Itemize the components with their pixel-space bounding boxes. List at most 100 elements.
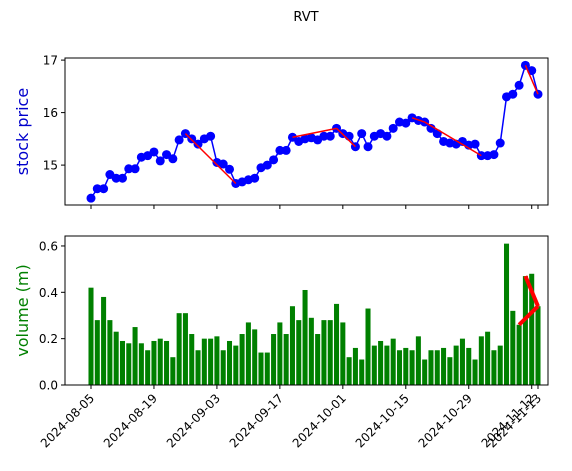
volume-bar — [220, 350, 226, 385]
volume-bar — [340, 322, 346, 385]
price-marker — [117, 173, 127, 183]
price-marker — [508, 89, 518, 99]
volume-bar — [535, 306, 541, 385]
volume-bar — [497, 345, 503, 385]
volume-bar — [478, 336, 484, 385]
volume-bar — [365, 308, 371, 385]
price-marker — [426, 123, 436, 133]
volume-bar — [529, 273, 535, 385]
price-marker — [130, 164, 140, 174]
volume-bar — [308, 317, 314, 385]
price-marker — [218, 159, 228, 169]
x-tick-label: 2024-08-05 — [38, 391, 97, 450]
volume-bar — [403, 347, 409, 385]
volume-bar — [94, 320, 100, 385]
price-marker — [281, 145, 291, 155]
volume-bar — [296, 320, 302, 385]
price-marker — [470, 139, 480, 149]
volume-bar — [334, 303, 340, 385]
x-tick-label: 2024-10-29 — [416, 391, 475, 450]
plot-area — [86, 60, 543, 203]
volume-bar — [145, 350, 151, 385]
volume-bar — [119, 340, 125, 385]
volume-bar — [157, 338, 163, 385]
volume-bar — [510, 310, 516, 385]
volume-bar — [170, 357, 176, 385]
y-tick-label: 17 — [43, 54, 58, 68]
price-marker — [363, 142, 373, 152]
volume-bar — [302, 289, 308, 385]
y-tick-label: 0.0 — [39, 379, 58, 393]
y-tick-label: 0.6 — [39, 239, 58, 253]
volume-bar — [239, 334, 245, 385]
volume-bar — [164, 340, 170, 385]
x-tick-label: 2024-09-17 — [227, 391, 286, 450]
price-marker — [325, 131, 335, 141]
y-tick-label: 0.2 — [39, 332, 58, 346]
volume-bar — [138, 343, 144, 385]
volume-bar — [434, 350, 440, 385]
x-tick-label: 2024-09-03 — [164, 391, 223, 450]
volume-bar — [453, 345, 459, 385]
trend-line — [517, 304, 540, 327]
volume-bar — [371, 345, 377, 385]
trend-line — [424, 121, 482, 157]
price-marker — [269, 155, 279, 165]
volume-bar — [485, 331, 491, 385]
volume-bar — [271, 334, 277, 385]
price-marker — [168, 154, 178, 164]
volume-bar — [415, 336, 421, 385]
trend-line — [292, 127, 337, 139]
price-marker — [344, 131, 354, 141]
volume-bar — [422, 359, 428, 385]
volume-bar — [214, 336, 220, 385]
volume-bar — [409, 350, 415, 385]
volume-bar — [466, 347, 472, 385]
volume-bar — [384, 345, 390, 385]
price-marker — [401, 118, 411, 128]
volume-bar — [195, 350, 201, 385]
volume-bar — [201, 338, 207, 385]
volume-bar — [151, 340, 157, 385]
price-marker — [262, 160, 272, 170]
axes-frame — [64, 235, 549, 386]
volume-bar — [359, 359, 365, 385]
price-marker — [124, 164, 134, 174]
y-axis-label: volume (m) — [13, 264, 32, 356]
price-marker — [206, 131, 216, 141]
trend-line — [184, 133, 237, 185]
trend-line — [411, 117, 425, 123]
volume-bar — [283, 334, 289, 385]
price-marker — [495, 138, 505, 148]
volume-bar — [233, 345, 239, 385]
volume-bar — [226, 340, 233, 385]
price-marker — [382, 131, 392, 141]
volume-bar — [522, 276, 528, 385]
trend-line — [523, 275, 540, 307]
volume-bar — [101, 296, 107, 385]
x-tick-label: 2024-10-01 — [290, 391, 349, 450]
price-marker — [250, 173, 260, 183]
volume-bar — [208, 338, 214, 385]
volume-bar — [441, 347, 447, 385]
volume-bar — [516, 324, 522, 385]
price-marker — [99, 184, 109, 194]
price-line — [90, 64, 539, 199]
trend-line — [524, 65, 539, 95]
plot-area — [88, 243, 541, 385]
volume-bar — [491, 350, 497, 385]
volume-bar — [113, 331, 119, 385]
volume-bar — [472, 359, 478, 385]
volume-bar — [252, 329, 258, 385]
price-marker — [92, 184, 102, 194]
volume-bar — [189, 334, 195, 385]
price-marker — [174, 135, 184, 145]
y-tick-label: 16 — [43, 106, 58, 120]
volume-bar — [459, 338, 465, 385]
volume-bar — [264, 352, 270, 385]
x-tick-label: 2024-11-13 — [485, 391, 544, 450]
axes-frame — [64, 57, 549, 206]
volume-bar — [321, 320, 327, 385]
volume-bar — [176, 313, 182, 385]
